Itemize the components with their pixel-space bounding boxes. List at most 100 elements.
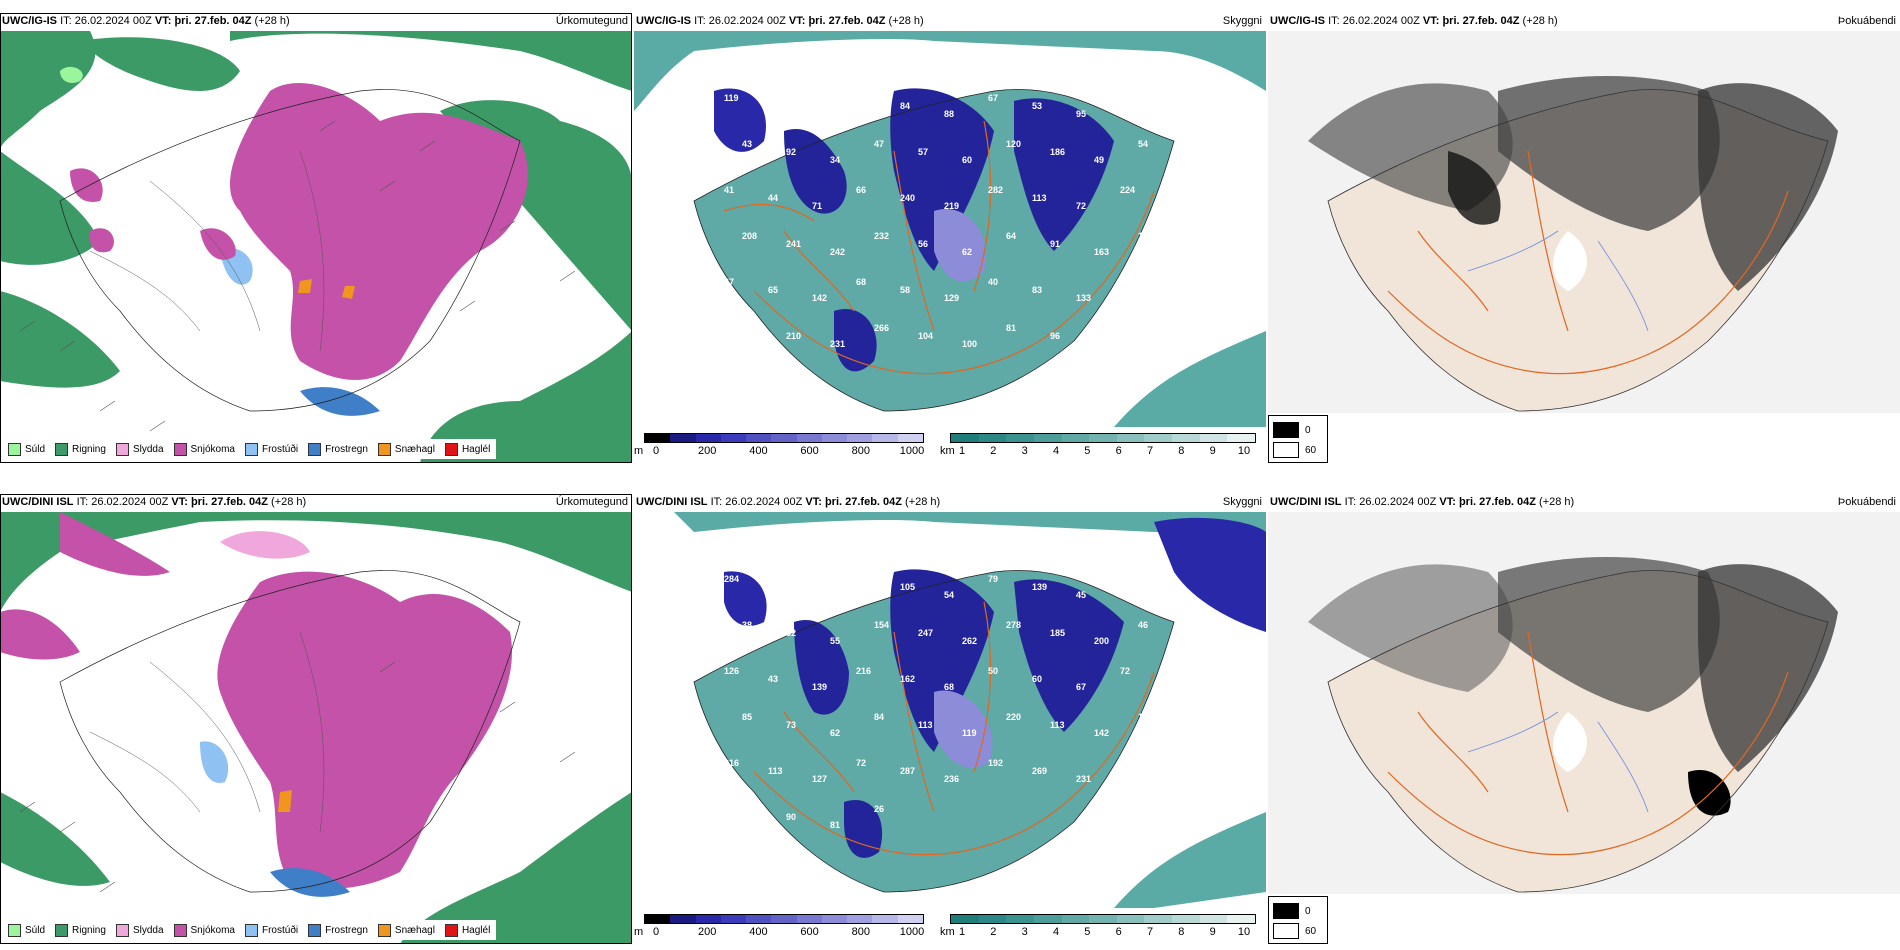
visibility-map: 119 74 81 73 84 88 67 53 95 79 43 92 34 47 57 60 120 186 4…: [634, 31, 1266, 427]
it-value: 26.02.2024 00Z: [1359, 496, 1437, 508]
scale-tick-label: 8: [1178, 926, 1185, 938]
colorbar-segment: [695, 434, 721, 442]
visibility-value-label: 72: [1076, 201, 1086, 211]
visibility-value-label: 67: [724, 277, 734, 287]
visibility-value-label: 64: [1006, 231, 1016, 241]
legend-item: Haglél: [444, 923, 490, 937]
visibility-value-label: 81: [830, 820, 840, 830]
visibility-value-label: 34: [830, 155, 840, 165]
colorbar-segment: [951, 434, 979, 442]
scale-tick-label: 10: [1237, 445, 1251, 457]
colorbar-segment: [821, 434, 848, 442]
legend-swatch: [1273, 442, 1299, 458]
lead-time: (+28 h): [905, 496, 941, 508]
colorbar-segment: [1061, 434, 1090, 442]
visibility-value-label: 119: [724, 93, 739, 103]
lead-time: (+28 h): [254, 15, 290, 27]
visibility-value-label: 56: [918, 239, 928, 249]
elevation-scale: m 0 200 400 600 800 1000: [634, 429, 934, 463]
legend-label: Slydda: [132, 924, 164, 936]
legend-item: Slydda: [115, 442, 164, 456]
legend-item: Súld: [8, 442, 45, 456]
visibility-value-label: 53: [1032, 101, 1042, 111]
panel-title: Skyggni: [1222, 15, 1262, 27]
legend-item: 60: [1273, 442, 1316, 458]
it-label: IT:: [1328, 15, 1340, 27]
colorbar-segment: [1172, 915, 1200, 923]
panel-title: Úrkomutegund: [555, 15, 628, 27]
vt-value: þri. 27.feb. 04Z: [1458, 496, 1536, 508]
visibility-panel-row1: UWC/IG-IS IT: 26.02.2024 00Z VT: þri. 27…: [634, 13, 1266, 463]
visibility-value-label: 85: [742, 712, 752, 722]
legend-label: Snjókoma: [190, 924, 235, 936]
visibility-value-label: 284: [724, 574, 739, 584]
visibility-value-label: 126: [724, 666, 739, 676]
scale-tick-label: 9: [1209, 445, 1216, 457]
model-name: UWC/DINI ISL: [1270, 496, 1342, 508]
vt-label: VT:: [1422, 15, 1440, 27]
legend-item: Rigning: [55, 442, 106, 456]
colorbar-segment: [1227, 434, 1256, 442]
visibility-value-label: 133: [1076, 293, 1091, 303]
visibility-value-label: 84: [874, 712, 884, 722]
vt-label: VT:: [154, 15, 172, 27]
precip-map: [0, 31, 632, 463]
visibility-value-label: 120: [1006, 139, 1021, 149]
colorbar-segment: [821, 915, 848, 923]
vt-value: þri. 27.feb. 04Z: [824, 496, 902, 508]
legend-label: 0: [1305, 905, 1311, 917]
visibility-value-label: 54: [944, 590, 954, 600]
visibility-unit: km: [940, 445, 955, 457]
visibility-unit: km: [940, 926, 955, 938]
colorbar-segment: [1199, 434, 1228, 442]
visibility-value-label: 52: [786, 628, 796, 638]
scale-tick-label: 600: [800, 926, 819, 938]
visibility-value-label: 67: [1076, 682, 1086, 692]
visibility-value-label: 43: [742, 139, 752, 149]
legend-label: Slydda: [132, 443, 164, 455]
visibility-value-label: 109: [1138, 231, 1153, 241]
visibility-value-label: 159: [742, 323, 757, 333]
visibility-value-label: 120: [1138, 712, 1153, 722]
legend-swatch: [308, 442, 322, 456]
colorbar-segment: [1116, 915, 1145, 923]
vt-value: þri. 27.feb. 04Z: [174, 15, 252, 27]
visibility-value-label: 185: [1050, 628, 1065, 638]
visibility-value-label: 130: [768, 582, 783, 592]
legend-label: Súld: [25, 924, 46, 936]
colorbar-segment: [720, 915, 747, 923]
it-label: IT:: [694, 15, 706, 27]
legend-item: 0: [1273, 903, 1311, 919]
legend-swatch: [244, 442, 258, 456]
elevation-scale: m 0 200 400 600 800 1000: [634, 910, 934, 944]
visibility-value-label: 57: [918, 147, 928, 157]
it-label: IT:: [710, 496, 723, 508]
legend-item: Frostúði: [244, 923, 299, 937]
legend-item: 0: [1273, 422, 1311, 438]
visibility-value-label: 142: [812, 293, 827, 303]
scale-tick-label: 5: [1084, 445, 1091, 457]
visibility-value-label: 40: [988, 277, 998, 287]
fog-legend: 0 60: [1268, 896, 1328, 944]
lead-time: (+28 h): [888, 15, 924, 27]
panel-header: UWC/DINI ISL IT: 26.02.2024 00Z VT: þri.…: [634, 494, 1266, 510]
colorbar-segment: [796, 434, 822, 442]
legend-item: Snæhagl: [377, 923, 435, 937]
visibility-panel-row2: UWC/DINI ISL IT: 26.02.2024 00Z VT: þri.…: [634, 494, 1266, 944]
it-value: 26.02.2024 00Z: [91, 496, 169, 508]
legend-swatch: [115, 442, 129, 456]
legend-label: Frostúði: [261, 924, 299, 936]
visibility-value-label: 157: [1120, 277, 1135, 287]
it-value: 26.02.2024 00Z: [1342, 15, 1420, 27]
visibility-value-label: 50: [988, 666, 998, 676]
visibility-value-label: 58: [900, 285, 910, 295]
legend-item: Frostregn: [308, 442, 368, 456]
visibility-value-label: 79: [988, 574, 998, 584]
fog-legend: 0 60: [1268, 415, 1328, 463]
model-name: UWC/IG-IS: [636, 15, 691, 27]
visibility-value-label: 162: [900, 674, 915, 684]
visibility-value-label: 219: [944, 201, 959, 211]
model-name: UWC/DINI ISL: [636, 496, 708, 508]
fog-panel-row1: UWC/IG-IS IT: 26.02.2024 00Z VT: þri. 27…: [1268, 13, 1900, 463]
visibility-value-label: 241: [786, 239, 801, 249]
